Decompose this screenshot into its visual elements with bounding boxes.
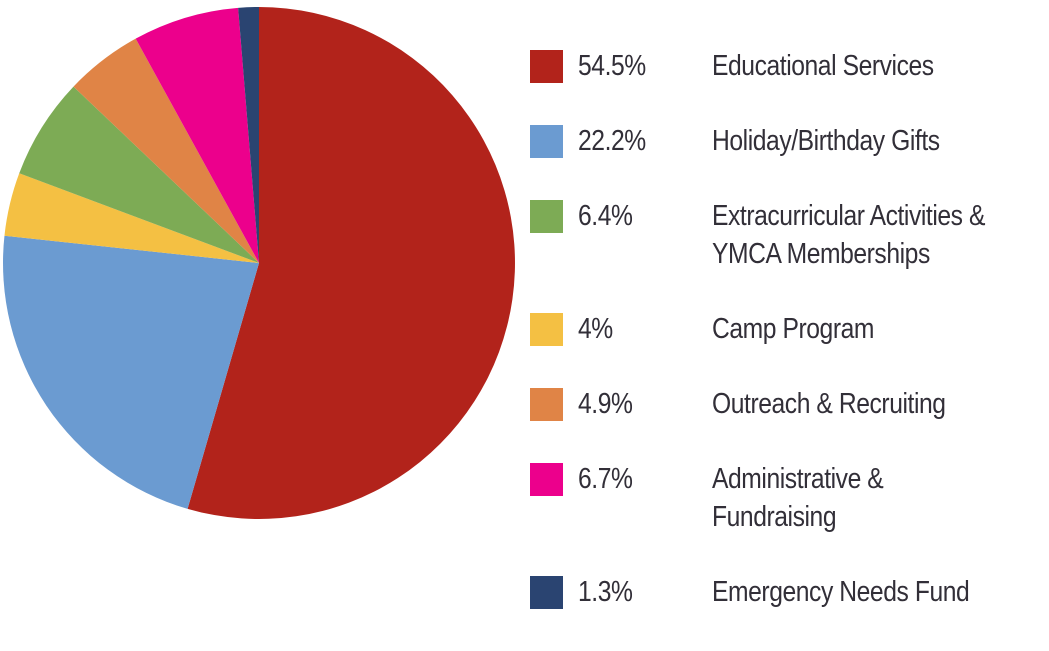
legend-color-swatch [530, 388, 563, 421]
legend-item: 1.3% Emergency Needs Fund [530, 573, 1049, 611]
legend-item: 22.2% Holiday/Birthday Gifts [530, 122, 1049, 160]
legend-item: 4% Camp Program [530, 310, 1049, 348]
pie-slice-outreach-recruiting [73, 38, 260, 263]
legend-label: Holiday/Birthday Gifts [712, 125, 940, 157]
legend-color-swatch [530, 463, 563, 496]
legend-percent: 6.7% [578, 463, 633, 495]
pie-slice-administrative [135, 7, 259, 263]
legend-label: Camp Program [712, 313, 875, 345]
legend-color-swatch [530, 125, 563, 158]
legend-item: 6.4% Extracurricular Activities & YMCA M… [530, 197, 1049, 273]
legend-percent: 4.9% [578, 388, 633, 420]
legend-percent: 6.4% [578, 200, 633, 232]
legend-percent: 54.5% [578, 50, 646, 82]
legend-label: Educational Services [712, 50, 934, 82]
legend-color-swatch [530, 576, 563, 609]
legend-color-swatch [530, 313, 563, 346]
legend-color-swatch [530, 200, 563, 233]
legend-item: 54.5% Educational Services [530, 47, 1049, 85]
legend-label: Extracurricular Activities & YMCA Member… [712, 200, 986, 270]
pie-slice-holiday-birthday-gifts [3, 235, 260, 509]
legend-label: Emergency Needs Fund [712, 576, 970, 608]
pie-slice-extracurricular-activities [19, 86, 259, 263]
pie-slice-camp-program [4, 173, 259, 263]
legend: 54.5% Educational Services 22.2% Holiday… [530, 47, 1049, 648]
legend-label: Outreach & Recruiting [712, 388, 946, 420]
legend-item: 6.7% Administrative & Fundraising [530, 460, 1049, 536]
legend-percent: 22.2% [578, 125, 646, 157]
legend-color-swatch [530, 50, 563, 83]
pie-slice-emergency-needs-fund [238, 6, 259, 263]
legend-item: 4.9% Outreach & Recruiting [530, 385, 1049, 423]
legend-percent: 1.3% [578, 576, 633, 608]
legend-label: Administrative & Fundraising [712, 463, 884, 533]
pie-chart [3, 6, 515, 519]
pie-slice-educational-services [187, 7, 515, 519]
legend-percent: 4% [578, 313, 613, 345]
